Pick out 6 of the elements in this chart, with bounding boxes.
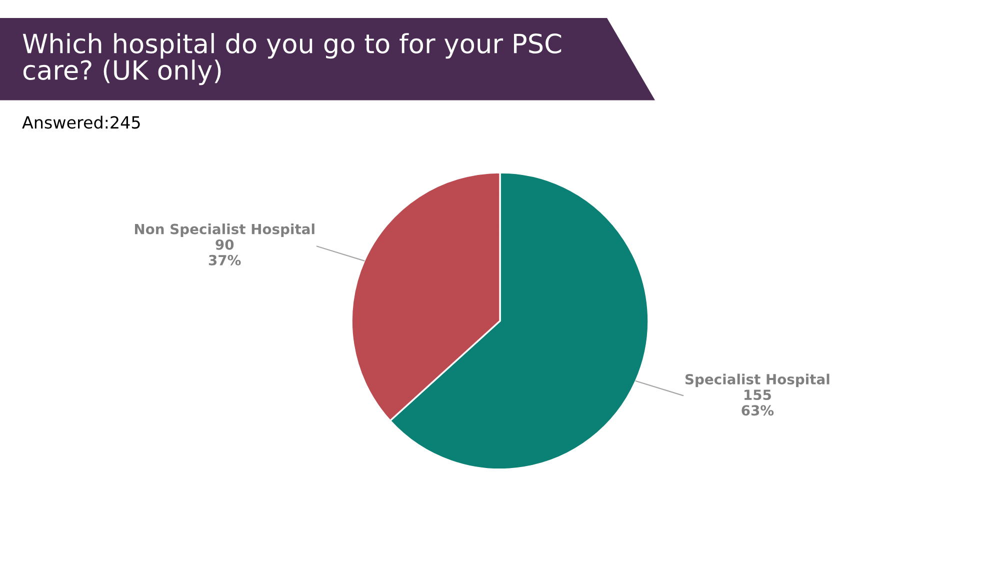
data-label: 90 37% bbox=[208, 239, 241, 266]
slice-label: Specialist Hospital bbox=[685, 374, 830, 388]
chart-subtitle: Answered:245 bbox=[22, 116, 140, 129]
slice-label: Non Specialist Hospital bbox=[134, 224, 314, 237]
data-label: 155 63% bbox=[742, 390, 774, 416]
chart-title: Which hospital do you go to for your PSC care? (UK only) bbox=[22, 33, 562, 86]
